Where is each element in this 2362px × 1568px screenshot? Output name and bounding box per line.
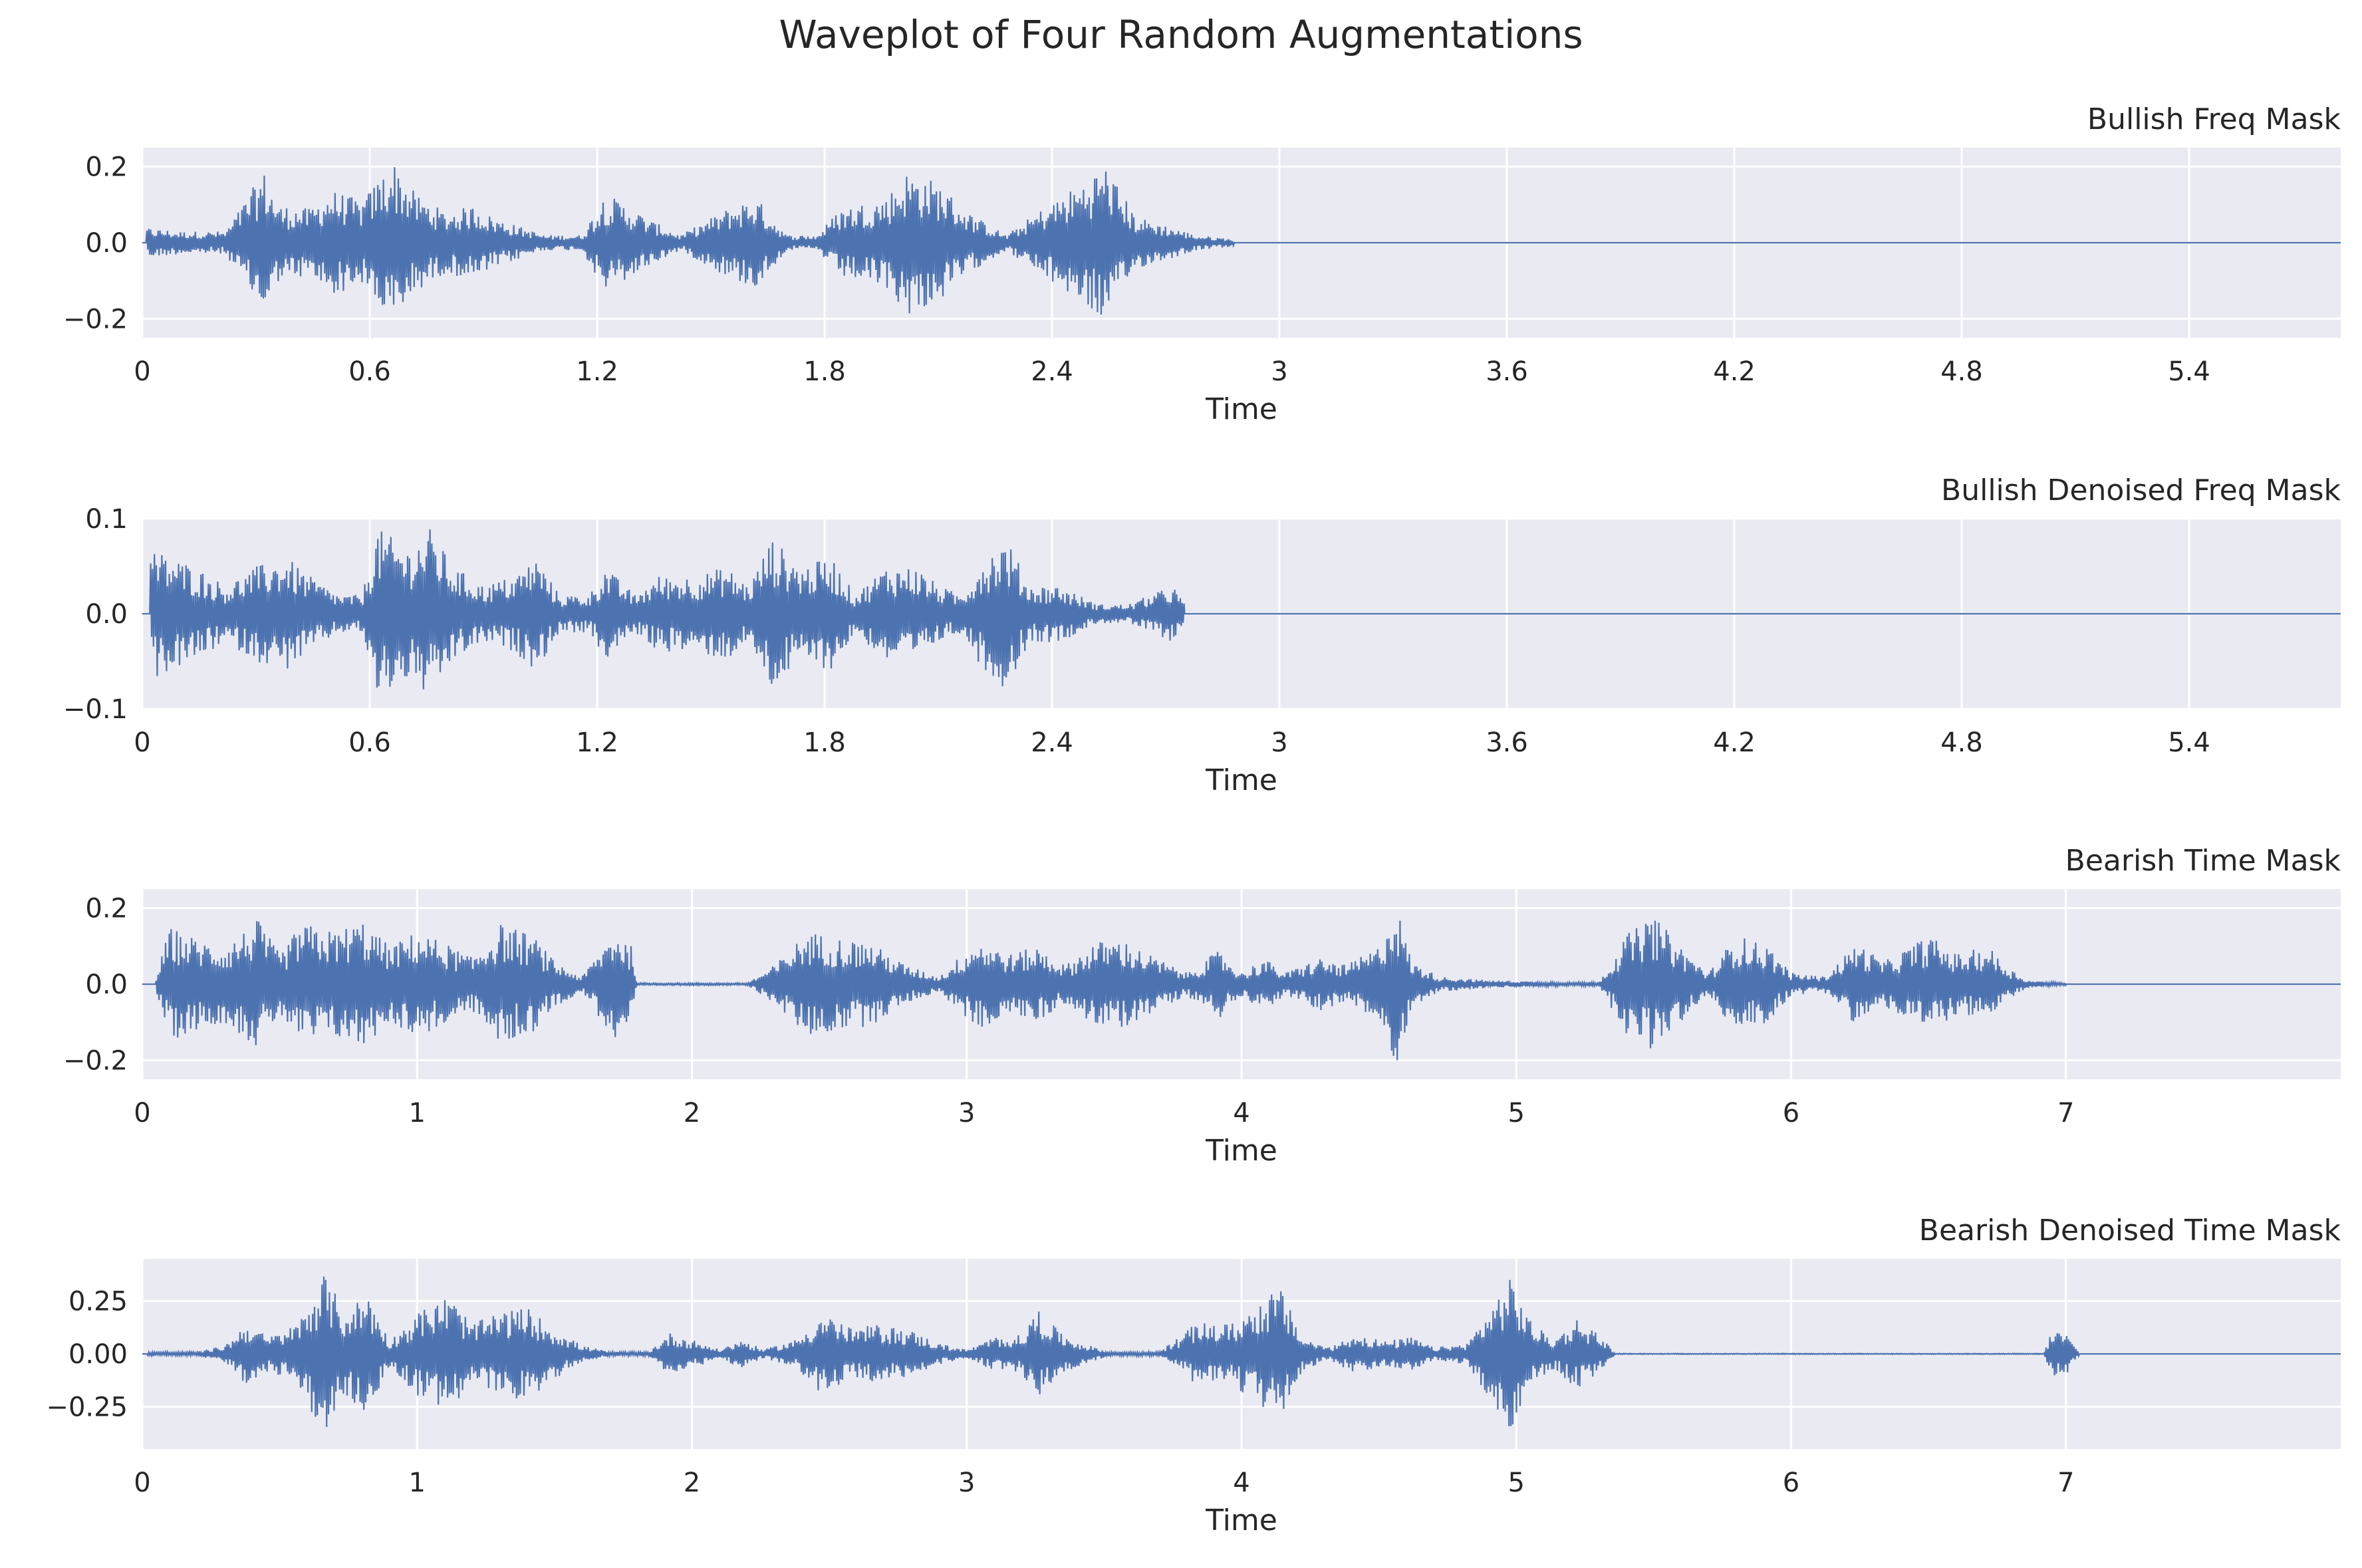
y-tick-label: 0.0 — [85, 599, 128, 630]
x-tick-label: 7 — [2057, 1468, 2074, 1498]
subplot-title: Bearish Time Mask — [2065, 844, 2341, 878]
y-tick-label: −0.25 — [46, 1392, 128, 1422]
waveform-series — [142, 1276, 2341, 1427]
x-tick-label: 5 — [1508, 1468, 1525, 1498]
x-tick-label: 4 — [1233, 1468, 1249, 1498]
x-tick-label: 2.4 — [1031, 356, 1073, 387]
x-axis-label: Time — [1205, 392, 1277, 426]
x-tick-label: 2 — [684, 1098, 700, 1128]
waveform-series — [142, 920, 2341, 1061]
x-axis-label: Time — [1205, 1134, 1277, 1168]
x-tick-label: 3 — [958, 1468, 975, 1498]
waveform-series — [142, 529, 2341, 690]
figure-title: Waveplot of Four Random Augmentations — [779, 12, 1583, 57]
x-tick-label: 0.6 — [348, 356, 391, 387]
y-tick-label: 0.25 — [68, 1287, 128, 1317]
x-tick-label: 2 — [684, 1468, 700, 1498]
x-tick-label: 0 — [134, 356, 150, 387]
y-tick-label: −0.2 — [63, 304, 128, 334]
subplot-4: −0.25 0.00 0.25 0 1 2 3 4 5 6 7 Time Bearish Denoise… — [46, 1214, 2341, 1537]
x-tick-label: 3 — [958, 1098, 975, 1128]
x-tick-label: 1 — [409, 1098, 426, 1128]
subplot-1: −0.2 0.0 0.2 0 0.6 1.2 1.8 2.4 3 3.6 4.2 4.8 5.4 Time… — [63, 102, 2341, 426]
x-tick-label: 4.8 — [1940, 727, 1983, 758]
y-tick-label: 0.2 — [85, 152, 128, 183]
x-tick-label: 3.6 — [1486, 356, 1528, 387]
y-tick-label: −0.2 — [63, 1045, 128, 1076]
y-tick-label: 0.0 — [85, 970, 128, 1000]
subplot-title: Bullish Freq Mask — [2087, 102, 2341, 136]
y-tick-label: 0.0 — [85, 228, 128, 259]
subplot-2: −0.1 0.0 0.1 0 0.6 1.2 1.8 2.4 3 3.6 4.2 4.8 5.4 Time… — [63, 473, 2341, 797]
x-tick-label: 0.6 — [348, 727, 391, 758]
x-tick-label: 4.2 — [1713, 727, 1756, 758]
x-tick-label: 4.2 — [1713, 356, 1756, 387]
x-tick-label: 7 — [2057, 1098, 2074, 1128]
x-tick-label: 5.4 — [2168, 727, 2210, 758]
x-tick-label: 5.4 — [2168, 356, 2210, 387]
x-tick-label: 0 — [134, 727, 150, 758]
y-tick-label: 0.2 — [85, 894, 128, 924]
x-tick-label: 5 — [1508, 1098, 1525, 1128]
x-tick-label: 1.8 — [803, 727, 846, 758]
subplot-title: Bearish Denoised Time Mask — [1919, 1214, 2341, 1247]
waveform-series — [142, 167, 2341, 315]
x-tick-label: 4 — [1233, 1098, 1249, 1128]
x-axis-label: Time — [1205, 763, 1277, 797]
x-tick-label: 1.2 — [576, 356, 618, 387]
x-tick-label: 3 — [1271, 356, 1287, 387]
x-tick-label: 3 — [1271, 727, 1287, 758]
x-tick-label: 4.8 — [1940, 356, 1983, 387]
x-tick-label: 1.2 — [576, 727, 618, 758]
y-tick-label: 0.1 — [85, 504, 128, 535]
x-tick-label: 0 — [134, 1098, 150, 1128]
x-tick-label: 2.4 — [1031, 727, 1073, 758]
x-tick-label: 1 — [409, 1468, 426, 1498]
x-tick-label: 1.8 — [803, 356, 846, 387]
subplot-3: −0.2 0.0 0.2 0 1 2 3 4 5 6 7 Time Bearish Time Mask — [63, 844, 2341, 1168]
y-tick-label: 0.00 — [68, 1339, 128, 1370]
x-tick-label: 3.6 — [1486, 727, 1528, 758]
x-tick-label: 6 — [1783, 1098, 1799, 1128]
x-tick-label: 6 — [1783, 1468, 1799, 1498]
x-axis-label: Time — [1205, 1503, 1277, 1537]
subplot-title: Bullish Denoised Freq Mask — [1941, 473, 2341, 507]
y-tick-label: −0.1 — [63, 694, 128, 725]
x-tick-label: 0 — [134, 1468, 150, 1498]
